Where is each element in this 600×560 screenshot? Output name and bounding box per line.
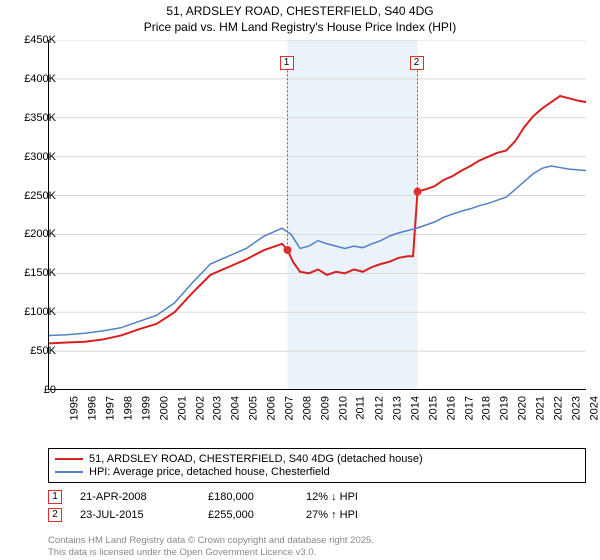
y-tick-label: £250K (12, 190, 56, 202)
x-tick-label: 2023 (571, 396, 583, 420)
x-tick-label: 2006 (266, 396, 278, 420)
y-tick-label: £50K (12, 345, 56, 357)
event-marker-1: 1 (280, 56, 294, 70)
x-tick-label: 2015 (427, 396, 439, 420)
x-tick-label: 2021 (535, 396, 547, 420)
x-tick-label: 2024 (589, 396, 600, 420)
legend-swatch-price (55, 458, 83, 460)
event-row: 2 23-JUL-2015 £255,000 27% ↑ HPI (48, 508, 386, 522)
footer-line-2: This data is licensed under the Open Gov… (48, 547, 374, 558)
legend-label-price: 51, ARDSLEY ROAD, CHESTERFIELD, S40 4DG … (89, 453, 423, 465)
y-tick-label: £300K (12, 151, 56, 163)
x-tick-label: 2008 (302, 396, 314, 420)
event-delta: 27% ↑ HPI (306, 509, 386, 521)
x-tick-label: 1999 (140, 396, 152, 420)
events-table: 1 21-APR-2008 £180,000 12% ↓ HPI 2 23-JU… (48, 490, 386, 526)
x-tick-label: 2007 (284, 396, 296, 420)
event-marker-2: 2 (410, 56, 424, 70)
legend-label-hpi: HPI: Average price, detached house, Ches… (89, 466, 330, 478)
plot-svg (48, 40, 586, 390)
y-tick-label: £450K (12, 34, 56, 46)
title-line-2: Price paid vs. HM Land Registry's House … (0, 20, 600, 36)
footer-line-1: Contains HM Land Registry data © Crown c… (48, 535, 374, 546)
x-tick-label: 2012 (373, 396, 385, 420)
event-delta: 12% ↓ HPI (306, 491, 386, 503)
x-tick-label: 2010 (337, 396, 349, 420)
event-price: £180,000 (208, 491, 288, 503)
x-tick-label: 2001 (176, 396, 188, 420)
title-line-1: 51, ARDSLEY ROAD, CHESTERFIELD, S40 4DG (0, 4, 600, 20)
event-price: £255,000 (208, 509, 288, 521)
x-tick-label: 1996 (86, 396, 98, 420)
x-tick-label: 1998 (122, 396, 134, 420)
x-tick-label: 2018 (481, 396, 493, 420)
y-tick-label: £150K (12, 267, 56, 279)
event-marker-1: 1 (48, 490, 62, 504)
event-date: 21-APR-2008 (80, 491, 190, 503)
legend-item-hpi: HPI: Average price, detached house, Ches… (55, 466, 579, 478)
y-tick-label: £0 (12, 384, 56, 396)
x-tick-label: 2003 (212, 396, 224, 420)
x-tick-label: 1997 (104, 396, 116, 420)
event-marker-2: 2 (48, 508, 62, 522)
x-tick-label: 2009 (320, 396, 332, 420)
x-tick-label: 2002 (194, 396, 206, 420)
x-tick-label: 2017 (463, 396, 475, 420)
x-tick-label: 2013 (391, 396, 403, 420)
x-tick-label: 2016 (445, 396, 457, 420)
x-tick-label: 2020 (517, 396, 529, 420)
legend-item-price: 51, ARDSLEY ROAD, CHESTERFIELD, S40 4DG … (55, 453, 579, 465)
chart-area (48, 40, 586, 410)
x-tick-label: 2019 (499, 396, 511, 420)
x-tick-label: 2005 (248, 396, 260, 420)
legend-swatch-hpi (55, 471, 83, 473)
y-tick-label: £350K (12, 112, 56, 124)
y-tick-label: £400K (12, 73, 56, 85)
x-tick-label: 2022 (553, 396, 565, 420)
event-row: 1 21-APR-2008 £180,000 12% ↓ HPI (48, 490, 386, 504)
x-tick-label: 2014 (409, 396, 421, 420)
chart-title: 51, ARDSLEY ROAD, CHESTERFIELD, S40 4DG … (0, 0, 600, 35)
footer: Contains HM Land Registry data © Crown c… (48, 535, 374, 558)
event-date: 23-JUL-2015 (80, 509, 190, 521)
legend: 51, ARDSLEY ROAD, CHESTERFIELD, S40 4DG … (48, 448, 586, 483)
x-tick-label: 1995 (68, 396, 80, 420)
y-tick-label: £100K (12, 306, 56, 318)
x-tick-label: 2011 (355, 396, 367, 420)
x-tick-label: 2004 (230, 396, 242, 420)
x-tick-label: 2000 (158, 396, 170, 420)
y-tick-label: £200K (12, 228, 56, 240)
